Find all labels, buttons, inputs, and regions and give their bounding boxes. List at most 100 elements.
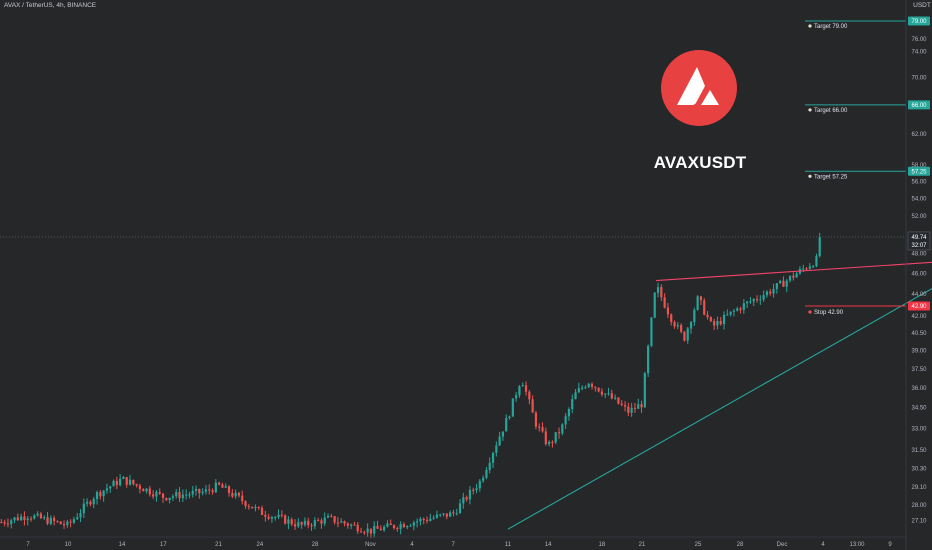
candle-body: [148, 488, 151, 495]
candle-body: [676, 325, 679, 327]
candle: [458, 499, 462, 514]
candle-body: [680, 325, 683, 332]
candle-body: [458, 503, 462, 514]
candle-body: [165, 497, 168, 501]
candle: [36, 511, 39, 517]
price-tick-label: 28.00: [911, 503, 927, 509]
candle: [145, 488, 148, 494]
candle-body: [379, 528, 382, 531]
time-tick-label: 21: [215, 542, 222, 548]
candle-body: [46, 517, 49, 524]
level-stop: Stop 42.90: [805, 305, 906, 316]
candle: [161, 493, 165, 503]
candle-body: [716, 320, 719, 326]
candle-body: [53, 517, 56, 522]
candle-body: [617, 397, 620, 404]
candle: [508, 415, 511, 420]
candle-body: [452, 512, 455, 514]
candle-body: [792, 275, 795, 278]
candle-body: [673, 322, 676, 327]
candle-body: [122, 477, 125, 479]
time-tick-label: 14: [545, 542, 552, 548]
candle: [491, 451, 495, 469]
candle-body: [581, 387, 584, 389]
candle-body: [706, 314, 709, 318]
candle-body: [402, 524, 406, 528]
candle: [623, 401, 627, 412]
candle-body: [241, 495, 244, 502]
level-marker-icon: [808, 174, 812, 178]
candle-body: [62, 524, 66, 526]
candle: [326, 513, 330, 519]
candle-body: [340, 521, 343, 523]
time-tick-label: 28: [312, 542, 319, 548]
candle-body: [23, 516, 26, 520]
candle-body: [76, 517, 79, 520]
candle: [109, 485, 112, 493]
candle: [79, 508, 82, 523]
candle: [175, 489, 178, 499]
candle: [323, 512, 326, 527]
candle-body: [307, 520, 310, 526]
price-tick-label: 33.00: [911, 426, 927, 432]
candle: [818, 232, 821, 258]
candle-body: [175, 491, 178, 497]
candle: [699, 295, 703, 306]
candle: [617, 397, 620, 405]
candle-body: [142, 489, 145, 492]
candle-body: [815, 256, 818, 267]
price-tick-label: 62.00: [911, 132, 927, 138]
candle-body: [320, 520, 323, 524]
level-price-badge: [908, 166, 930, 176]
level-marker-icon: [808, 24, 812, 28]
candle: [564, 413, 567, 429]
candle-body: [515, 395, 518, 399]
candle: [650, 317, 653, 348]
candle: [310, 523, 313, 531]
candle: [538, 423, 541, 432]
candle-body: [359, 531, 363, 533]
price-tick-label: 30.30: [911, 466, 927, 472]
candle: [749, 296, 752, 304]
candle-body: [623, 405, 627, 407]
time-tick-label: 13:00: [849, 542, 865, 548]
candle-body: [501, 431, 505, 437]
candle: [13, 516, 16, 524]
level-label: Target 57.25: [814, 174, 848, 180]
price-tick-label: 56.00: [911, 180, 927, 186]
candle: [185, 489, 188, 500]
time-tick-label: 4: [821, 542, 825, 548]
drawings-layer: [0, 236, 932, 530]
candle: [59, 521, 62, 525]
candle-body: [247, 506, 250, 508]
level-price-badge: [908, 100, 930, 110]
time-tick-label: 11: [505, 542, 512, 548]
candle-body: [528, 391, 531, 400]
candle-body: [435, 514, 439, 518]
candle: [148, 485, 151, 497]
candle: [551, 440, 554, 448]
candle: [795, 271, 798, 278]
level-marker-icon: [808, 108, 812, 112]
candle: [416, 518, 419, 528]
candle: [317, 517, 320, 522]
candle-body: [805, 268, 808, 270]
candle-body: [10, 520, 13, 524]
candle: [419, 516, 422, 526]
candle: [198, 488, 201, 499]
candle: [102, 490, 105, 502]
candle: [168, 497, 171, 504]
candle-body: [16, 517, 19, 521]
candle-body: [3, 522, 6, 524]
candle-body: [290, 519, 293, 525]
candle-body: [521, 385, 524, 387]
candle-body: [254, 506, 257, 509]
candle-body: [227, 486, 231, 494]
candle-body: [462, 497, 465, 504]
time-axis: 7 10 14 17 21 24 28 Nov 4 7 11 14 18 21 25 28 Dec 4 13:00 9: [0, 536, 906, 548]
candle: [231, 488, 234, 499]
candle-body: [204, 489, 208, 492]
price-tick-label: 36.00: [911, 386, 927, 392]
candle-body: [211, 490, 214, 493]
